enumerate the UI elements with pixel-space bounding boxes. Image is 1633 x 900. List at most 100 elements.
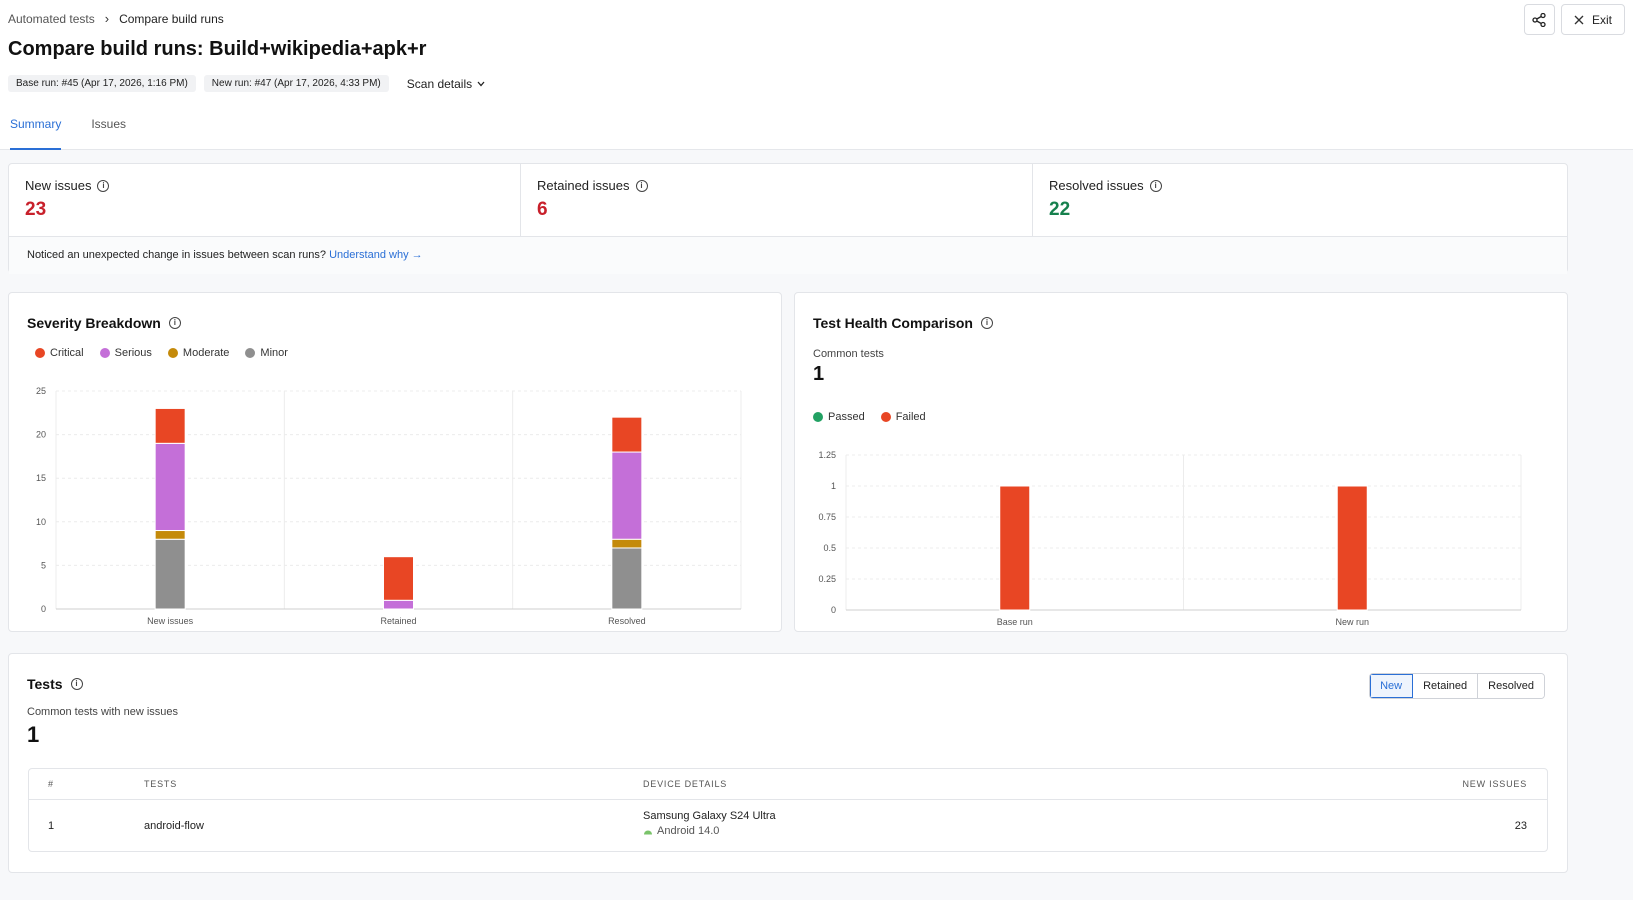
resolved-issues-label: Resolved issues bbox=[1049, 178, 1144, 193]
failed-dot-icon bbox=[880, 412, 891, 422]
close-icon bbox=[1574, 15, 1584, 24]
scan-details-label: Scan details bbox=[406, 76, 473, 91]
notice-text: Noticed an unexpected change in issues b… bbox=[27, 249, 327, 261]
table-row[interactable]: 1 android-flow Samsung Galaxy S24 Ultra … bbox=[29, 800, 1547, 852]
y-tick-label: 0.75 bbox=[818, 512, 836, 522]
info-icon[interactable]: i bbox=[97, 179, 110, 192]
severity-title: Severity Breakdown bbox=[27, 315, 161, 331]
understand-why-link[interactable]: Understand why → bbox=[329, 249, 423, 261]
run-info: Base run: #45 (Apr 17, 2026, 1:16 PM) Ne… bbox=[8, 75, 485, 92]
y-tick-label: 0.25 bbox=[818, 574, 836, 584]
change-notice: Noticed an unexpected change in issues b… bbox=[9, 236, 1567, 274]
device-name: Samsung Galaxy S24 Ultra bbox=[643, 810, 776, 822]
health-title: Test Health Comparison bbox=[813, 315, 973, 331]
breadcrumb-current: Compare build runs bbox=[119, 11, 224, 26]
bar-segment-moderate bbox=[154, 530, 186, 540]
bar-segment-failed bbox=[999, 485, 1031, 611]
scan-details-dropdown[interactable]: Scan details bbox=[407, 77, 485, 91]
filter-resolved-button[interactable]: Resolved bbox=[1478, 674, 1544, 698]
col-new-issues[interactable]: NEW ISSUES bbox=[1462, 779, 1527, 789]
new-issues-label: New issues bbox=[25, 178, 92, 193]
breadcrumb-automated-tests[interactable]: Automated tests bbox=[8, 11, 95, 26]
y-tick-label: 20 bbox=[36, 430, 46, 440]
info-icon[interactable]: i bbox=[1149, 179, 1162, 192]
x-tick-label: Base run bbox=[997, 617, 1033, 627]
y-tick-label: 0.5 bbox=[823, 543, 836, 553]
tab-issues[interactable]: Issues bbox=[91, 117, 127, 131]
health-chart: 0 0.25 0.5 0.75 1 1.25 Base run New run bbox=[818, 450, 1522, 627]
y-tick-label: 10 bbox=[36, 517, 46, 527]
share-button[interactable] bbox=[1523, 4, 1555, 35]
common-tests-label: Common tests bbox=[813, 348, 884, 360]
retained-issues-stat: Retained issues i 6 bbox=[521, 164, 1033, 236]
minor-dot-icon bbox=[245, 348, 256, 358]
x-tick-label: New run bbox=[1335, 617, 1369, 627]
tabs: Summary Issues bbox=[10, 115, 156, 150]
x-tick-label: New issues bbox=[147, 616, 194, 626]
health-legend: Passed Failed bbox=[813, 411, 926, 423]
tests-subtitle: Common tests with new issues bbox=[27, 706, 178, 718]
info-icon[interactable]: i bbox=[168, 317, 181, 329]
info-icon[interactable]: i bbox=[981, 317, 993, 329]
y-tick-label: 0 bbox=[41, 604, 46, 614]
bar-segment-serious bbox=[154, 442, 186, 532]
bar-segment-critical bbox=[611, 416, 643, 453]
bar-segment-failed bbox=[1336, 485, 1368, 611]
legend-critical[interactable]: Critical bbox=[35, 347, 84, 359]
top-actions: Exit bbox=[1523, 4, 1625, 35]
base-run-chip: Base run: #45 (Apr 17, 2026, 1:16 PM) bbox=[8, 75, 196, 92]
legend-label: Minor bbox=[260, 347, 288, 359]
legend-passed[interactable]: Passed bbox=[813, 411, 865, 423]
issue-stats-card: New issues i 23 Retained issues i 6 Resolv… bbox=[8, 163, 1568, 274]
retained-issues-label: Retained issues bbox=[537, 178, 630, 193]
tests-title: Tests bbox=[27, 676, 63, 692]
row-test-name[interactable]: android-flow bbox=[144, 820, 204, 832]
serious-dot-icon bbox=[99, 348, 110, 358]
breadcrumb: Automated tests › Compare build runs bbox=[8, 11, 224, 26]
y-tick-label: 25 bbox=[36, 386, 46, 396]
legend-label: Serious bbox=[114, 347, 152, 359]
common-tests-value: 1 bbox=[813, 363, 825, 385]
tests-count: 1 bbox=[27, 722, 40, 747]
y-tick-label: 1 bbox=[831, 481, 836, 491]
new-issues-stat: New issues i 23 bbox=[9, 164, 521, 236]
col-device[interactable]: DEVICE DETAILS bbox=[643, 779, 728, 789]
info-icon[interactable]: i bbox=[70, 678, 83, 690]
col-number: # bbox=[48, 779, 54, 789]
row-new-issues: 23 bbox=[1514, 820, 1527, 832]
x-tick-label: Retained bbox=[380, 616, 416, 626]
y-tick-label: 0 bbox=[831, 605, 836, 615]
tab-summary[interactable]: Summary bbox=[10, 115, 62, 150]
bar-segment-serious bbox=[383, 599, 414, 610]
share-icon bbox=[1532, 12, 1547, 27]
bar-segment-critical bbox=[154, 407, 186, 444]
bar-segment-moderate bbox=[611, 538, 643, 549]
page-title: Compare build runs: Build+wikipedia+apk+… bbox=[8, 38, 427, 60]
exit-button[interactable]: Exit bbox=[1560, 4, 1625, 35]
y-tick-label: 1.25 bbox=[818, 450, 836, 460]
table-header: # TESTS DEVICE DETAILS NEW ISSUES bbox=[29, 769, 1547, 800]
y-tick-label: 5 bbox=[41, 560, 46, 570]
tests-table: # TESTS DEVICE DETAILS NEW ISSUES 1 andr… bbox=[28, 768, 1548, 852]
legend-serious[interactable]: Serious bbox=[99, 347, 152, 359]
legend-label: Critical bbox=[50, 347, 84, 359]
filter-retained-button[interactable]: Retained bbox=[1413, 674, 1479, 698]
resolved-issues-value: 22 bbox=[1049, 199, 1071, 220]
tests-card: Tests i Common tests with new issues 1 N… bbox=[8, 653, 1568, 873]
legend-failed[interactable]: Failed bbox=[880, 411, 926, 423]
resolved-issues-stat: Resolved issues i 22 bbox=[1033, 164, 1567, 236]
moderate-dot-icon bbox=[167, 348, 178, 358]
test-health-card: Test Health Comparison i Common tests 1 … bbox=[794, 292, 1568, 632]
filter-new-button[interactable]: New bbox=[1370, 674, 1414, 698]
info-icon[interactable]: i bbox=[635, 179, 648, 192]
new-run-chip: New run: #47 (Apr 17, 2026, 4:33 PM) bbox=[203, 75, 389, 92]
passed-dot-icon bbox=[813, 412, 823, 422]
legend-minor[interactable]: Minor bbox=[245, 347, 288, 359]
col-tests[interactable]: TESTS bbox=[144, 779, 178, 789]
new-issues-value: 23 bbox=[25, 199, 47, 220]
x-tick-label: Resolved bbox=[608, 616, 646, 626]
legend-label: Moderate bbox=[182, 347, 230, 359]
y-tick-label: 15 bbox=[36, 473, 46, 483]
os-version: Android 14.0 bbox=[657, 825, 720, 837]
legend-moderate[interactable]: Moderate bbox=[167, 347, 230, 359]
